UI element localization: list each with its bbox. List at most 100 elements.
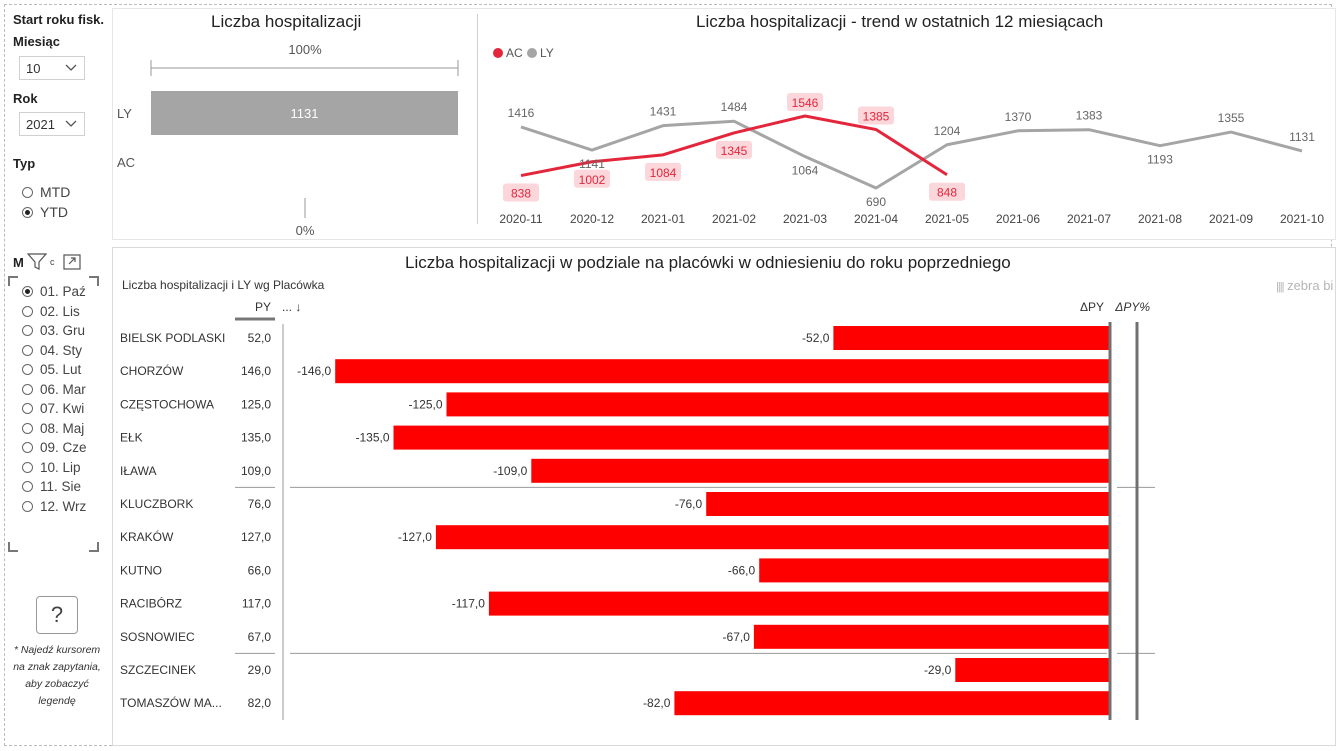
radio-icon — [22, 442, 33, 453]
delta-bar-label: -109,0 — [493, 464, 527, 478]
gauge-category-label: AC — [117, 155, 135, 170]
month-list-item[interactable]: 01. Paź — [22, 284, 86, 299]
delta-bar — [531, 458, 1109, 483]
x-tick-label: 2021-09 — [1209, 212, 1253, 226]
month-list-label: 08. Maj — [40, 420, 85, 436]
series-line-ly — [520, 119, 1303, 190]
sort-header[interactable]: ... ↓ — [282, 300, 301, 314]
radio-selected-icon — [22, 207, 33, 218]
delta-bar-label: -52,0 — [802, 331, 830, 345]
chevron-down-icon — [64, 116, 78, 133]
month-list-label: 03. Gru — [40, 323, 86, 338]
series-line-ac — [520, 114, 948, 178]
delta-py-pct-header: ΔPY% — [1114, 300, 1150, 314]
py-value: 29,0 — [248, 663, 272, 677]
watermark-text: zebra bi — [1287, 278, 1334, 293]
gauge-category-label: LY — [117, 106, 132, 121]
py-value: 135,0 — [241, 431, 271, 445]
delta-bar — [435, 525, 1109, 550]
radio-icon — [22, 364, 33, 375]
month-list-item[interactable]: 12. Wrz — [22, 499, 86, 514]
month-list-item[interactable]: 08. Maj — [22, 421, 84, 436]
ly-data-label: 1355 — [1218, 111, 1245, 125]
month-list-item[interactable]: 07. Kwi — [22, 401, 84, 416]
help-button[interactable]: ? — [36, 596, 78, 634]
py-value: 76,0 — [248, 497, 272, 511]
radio-icon — [22, 500, 33, 512]
ly-data-label: 1431 — [650, 105, 677, 119]
trend-chart: AC LY 1416 1141 1431 1484 1064 690 1204 1370 1383… — [493, 46, 1324, 226]
selection-corner — [89, 276, 99, 286]
delta-bar — [488, 591, 1109, 616]
month-list-item[interactable]: 10. Lip — [22, 460, 81, 475]
delta-bar — [335, 359, 1109, 384]
year-dropdown[interactable]: 2021 — [19, 112, 85, 136]
month-dropdown[interactable]: 10 — [19, 56, 85, 80]
radio-icon — [22, 383, 33, 395]
gauge-bar-label: 1131 — [291, 106, 319, 121]
radio-icon — [22, 461, 33, 473]
py-value: 67,0 — [248, 630, 272, 644]
placowka-label: CHORZÓW — [120, 363, 184, 378]
month-list-item[interactable]: 09. Cze — [22, 440, 87, 455]
placowka-label: RACIBÓRZ — [120, 596, 182, 611]
type-option-label: YTD — [40, 204, 68, 220]
radio-icon — [22, 344, 33, 356]
month-list-label: 05. Lut — [40, 362, 82, 377]
filter-icon[interactable] — [26, 253, 48, 276]
x-tick-label: 2021-01 — [641, 212, 685, 226]
month-list-label: 01. Paź — [40, 284, 86, 299]
legend-marker — [493, 48, 503, 58]
delta-py-header: ΔPY — [1080, 300, 1104, 314]
py-value: 109,0 — [241, 464, 271, 478]
type-option-ytd[interactable]: YTD — [22, 204, 68, 220]
month-list-item[interactable]: 06. Mar — [22, 382, 86, 397]
placowki-subtitle: Liczba hospitalizacji i LY wg Placówka — [122, 278, 325, 292]
delta-bar — [955, 658, 1109, 682]
type-option-mtd[interactable]: MTD — [22, 184, 70, 200]
delta-bar — [393, 425, 1109, 450]
delta-bar-label: -67,0 — [723, 630, 751, 644]
month-list-item[interactable]: 02. Lis — [22, 304, 80, 319]
delta-bar-label: -29,0 — [924, 663, 952, 677]
ac-label-bg — [574, 169, 610, 188]
scale-top-label: 100% — [288, 42, 322, 57]
ac-label-bg — [716, 140, 752, 159]
hosp-gauge-chart: 100% LY 1131 AC 0% — [117, 42, 459, 238]
trend-chart-title: Liczba hospitalizacji - trend w ostatnic… — [696, 12, 1104, 31]
selection-corner — [89, 542, 99, 552]
month-list-item[interactable]: 11. Sie — [22, 479, 81, 494]
radio-selected-icon — [22, 286, 33, 297]
month-list-item[interactable]: 05. Lut — [22, 362, 81, 377]
delta-bar-label: -82,0 — [643, 696, 671, 710]
ly-data-label: 1064 — [792, 164, 819, 178]
expand-icon[interactable] — [62, 253, 82, 276]
month-list-item[interactable]: 03. Gru — [22, 323, 85, 338]
delta-bar — [833, 326, 1109, 350]
ac-data-label: 1084 — [650, 166, 677, 180]
ac-data-label: 838 — [511, 187, 531, 201]
placowka-label: TOMASZÓW MA... — [120, 695, 222, 710]
help-note: * Najedź kursorem na znak zapytania, aby… — [13, 644, 101, 707]
legend-marker — [527, 48, 537, 58]
placowki-chart-title: Liczba hospitalizacji w podziale na plac… — [405, 253, 1011, 272]
delta-bar — [706, 492, 1109, 516]
py-value: 125,0 — [241, 397, 271, 411]
placowka-label: EŁK — [120, 431, 143, 445]
radio-icon — [22, 403, 33, 414]
month-list-label: 07. Kwi — [40, 401, 85, 416]
ac-data-label: 848 — [937, 186, 957, 200]
zebra-watermark: |||| zebra bi — [1276, 278, 1333, 293]
ly-data-label: 1484 — [721, 100, 748, 114]
type-option-label: MTD — [40, 184, 71, 200]
month-list-item[interactable]: 04. Sty — [22, 343, 82, 358]
ly-data-label: 1204 — [934, 124, 961, 138]
py-column-header: PY — [255, 300, 271, 314]
x-tick-label: 2021-04 — [854, 212, 898, 226]
ly-data-label: 1370 — [1005, 110, 1032, 124]
placowka-label: KRAKÓW — [120, 529, 174, 544]
x-tick-label: 2021-08 — [1138, 212, 1182, 226]
delta-bar-label: -117,0 — [452, 597, 485, 611]
delta-bar — [753, 624, 1109, 649]
ly-data-label: 1141 — [579, 157, 605, 171]
